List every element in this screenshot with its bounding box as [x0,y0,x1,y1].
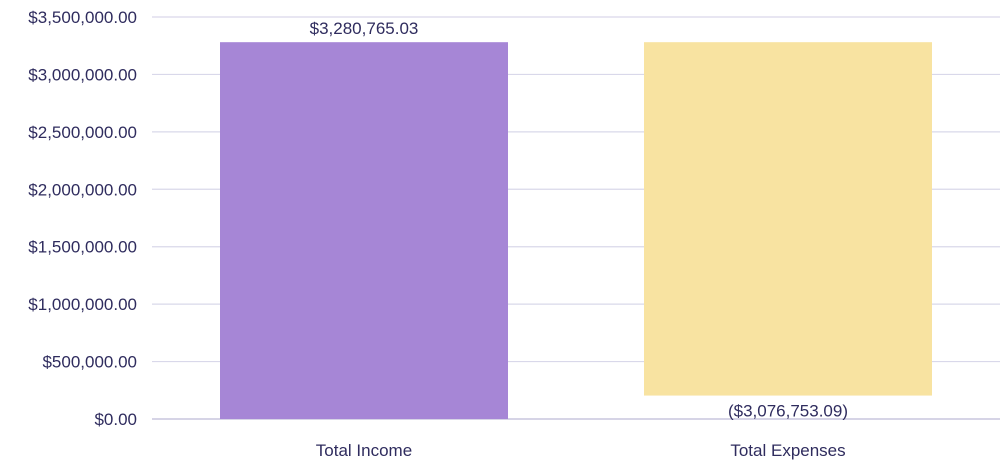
y-tick-label: $500,000.00 [42,353,137,372]
y-tick-label: $1,000,000.00 [28,295,137,314]
y-tick-label: $3,500,000.00 [28,8,137,27]
data-label: ($3,076,753.09) [728,402,848,421]
y-tick-label: $2,000,000.00 [28,180,137,199]
bar-total-expenses [644,42,932,396]
y-tick-label: $3,000,000.00 [28,65,137,84]
x-tick-label: Total Expenses [730,441,845,460]
data-label: $3,280,765.03 [310,19,419,38]
y-tick-label: $1,500,000.00 [28,238,137,257]
bar-total-income [220,42,508,420]
y-tick-label: $2,500,000.00 [28,123,137,142]
x-tick-label: Total Income [316,441,412,460]
y-tick-label: $0.00 [94,410,137,429]
